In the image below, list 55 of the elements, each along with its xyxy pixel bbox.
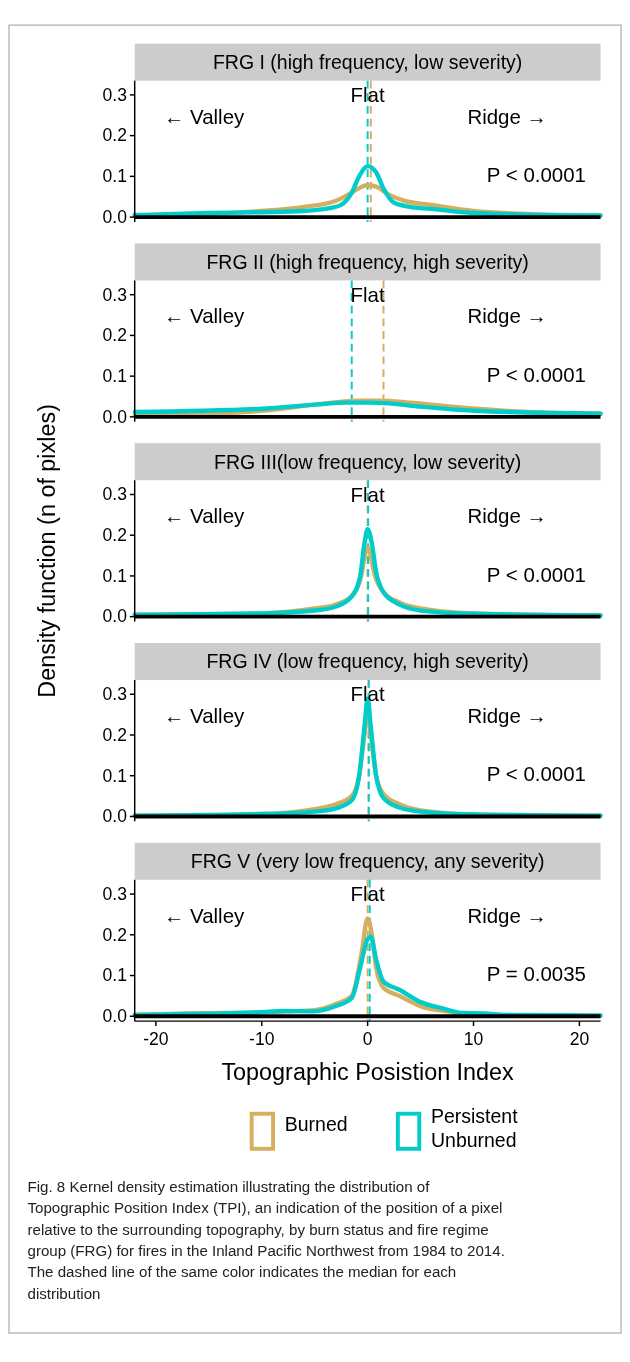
- y-tick-label: 0.0: [102, 806, 128, 827]
- y-tick-label: 0.0: [102, 206, 128, 227]
- y-tick-label: 0.3: [102, 684, 127, 705]
- x-tick-label: -20: [143, 1028, 169, 1049]
- annotation: Flat: [350, 282, 385, 306]
- annotation: Flat: [350, 882, 385, 906]
- annotation: Flat: [350, 682, 385, 706]
- x-tick-label: 0: [362, 1028, 373, 1049]
- annotation: ← Valley: [163, 304, 246, 328]
- x-axis-title: Topographic Posistion Index: [221, 1058, 515, 1085]
- annotation: Ridge →: [467, 304, 547, 328]
- y-tick-label: 0.2: [102, 924, 127, 945]
- y-tick-label: 0.2: [102, 125, 127, 146]
- y-tick-label: 0.3: [102, 484, 127, 505]
- caption: Fig. 8 Kernel density estimation illustrating the distribution of Topographic Position Index (TPI), an indication of the position of a pixel relative to the surrounding topography, by burn status and fire regime group (FRG) for fires in the Inland Pacific Northwest from 1984 to 2014. The dashed line of the same color indicates the median for each distribution: [27, 1177, 505, 1302]
- y-tick-label: 0.1: [102, 565, 127, 586]
- y-tick-label: 0.0: [102, 406, 128, 427]
- y-tick-label: 0.3: [102, 284, 127, 305]
- annotation: Ridge →: [467, 104, 547, 128]
- x-tick-label: 10: [463, 1028, 484, 1049]
- chart-title: FRG V (very low frequency, any severity): [190, 850, 545, 873]
- x-tick-label: -10: [249, 1028, 275, 1049]
- y-tick-label: 0.2: [102, 325, 127, 346]
- y-tick-label: 0.1: [102, 765, 127, 786]
- annotation: ← Valley: [163, 504, 246, 528]
- annotation: Flat: [350, 482, 385, 506]
- y-tick-label: 0.2: [102, 525, 127, 546]
- annotation: ← Valley: [163, 903, 246, 927]
- chart-title: FRG I (high frequency, low severity): [212, 50, 523, 73]
- chart-title: FRG IV (low frequency, high severity): [206, 650, 529, 673]
- y-tick-label: 0.1: [102, 965, 127, 986]
- chart-title: FRG III(low frequency, low severity): [214, 450, 522, 473]
- annotation: P < 0.0001: [486, 762, 586, 786]
- y-tick-label: 0.0: [102, 606, 128, 627]
- annotation: Ridge →: [467, 703, 547, 727]
- annotation: P < 0.0001: [486, 163, 586, 186]
- annotation: ← Valley: [163, 703, 246, 727]
- chart-title: FRG II (high frequency, high severity): [206, 250, 529, 273]
- y-tick-label: 0.2: [102, 724, 127, 745]
- y-tick-label: 0.1: [102, 166, 127, 187]
- y-tick-label: 0.3: [102, 883, 127, 904]
- legend-label: Persistent Unburned: [430, 1105, 519, 1151]
- y-axis-title: Density function (n of pixles): [33, 404, 60, 698]
- annotation: P = 0.0035: [486, 962, 586, 986]
- legend-label: Burned: [284, 1113, 348, 1136]
- annotation: ← Valley: [163, 104, 246, 128]
- y-tick-label: 0.3: [102, 84, 127, 105]
- y-tick-label: 0.1: [102, 365, 127, 386]
- annotation: P < 0.0001: [486, 562, 586, 586]
- y-tick-label: 0.0: [102, 1006, 128, 1027]
- annotation: P < 0.0001: [486, 362, 586, 386]
- annotation: Ridge →: [467, 903, 547, 927]
- x-tick-label: 20: [569, 1028, 590, 1049]
- annotation: Ridge →: [467, 504, 547, 528]
- annotation: Flat: [350, 83, 385, 107]
